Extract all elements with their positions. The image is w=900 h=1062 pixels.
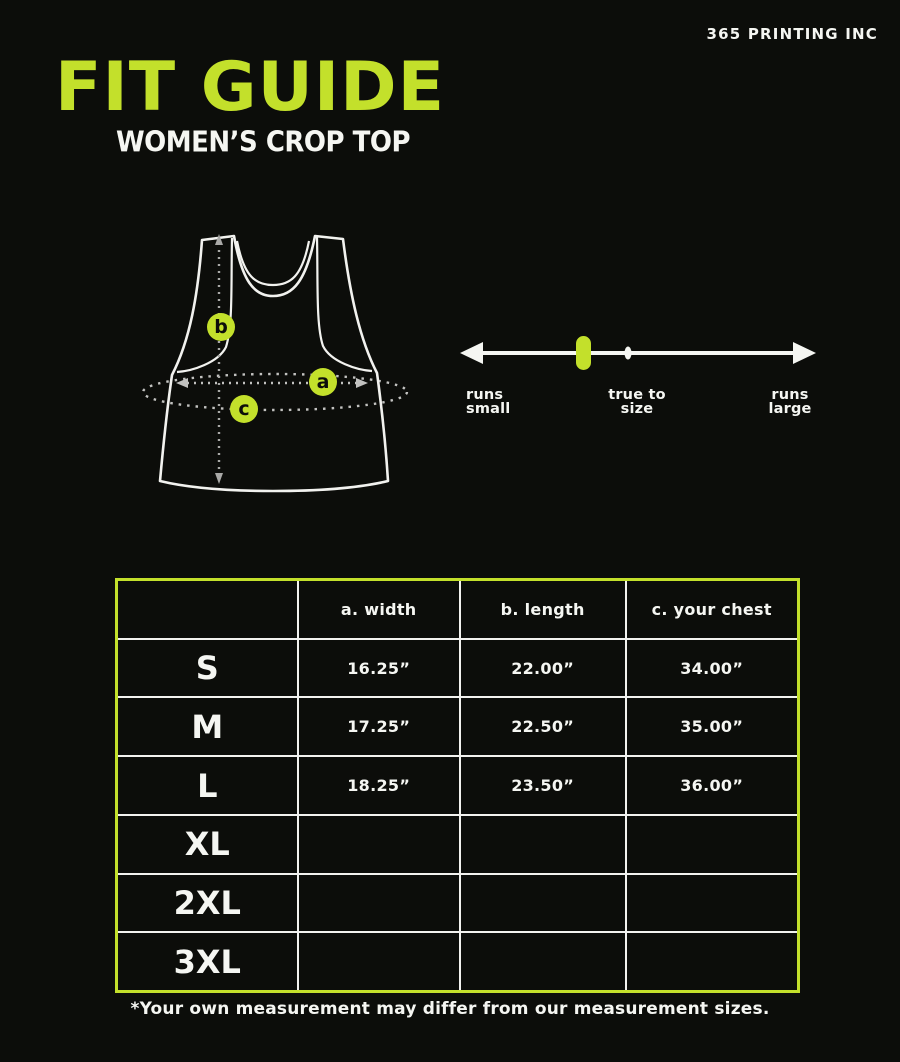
- chest-value: 36.00”: [624, 757, 797, 814]
- table-row-2xl: 2XL: [118, 872, 797, 932]
- chest-value: 35.00”: [624, 698, 797, 756]
- width-value: [296, 815, 459, 873]
- measure-marker-a: a: [309, 368, 337, 396]
- column-header-chest: c. your chest: [624, 581, 797, 638]
- scale-arrow-right: [793, 342, 816, 364]
- collar-inner-line: [235, 240, 311, 287]
- column-header-length: b. length: [458, 581, 625, 638]
- width-value: 17.25”: [296, 698, 459, 756]
- chest-value: [624, 874, 797, 932]
- width-value: 18.25”: [296, 757, 459, 814]
- column-header-blank: [118, 581, 297, 638]
- garment-outline: [158, 234, 390, 493]
- size-table-header-row: a. width b. length c. your chest: [118, 581, 797, 638]
- true-to-size-tick: [624, 346, 632, 360]
- chest-value: [624, 815, 797, 873]
- left-armhole-seam: [176, 237, 234, 374]
- fit-scale-label-true-to-size: true to size: [608, 387, 666, 417]
- table-row-3xl: 3XL: [118, 931, 797, 991]
- size-label: XL: [184, 825, 230, 864]
- length-value: 22.00”: [458, 639, 625, 697]
- fit-scale-label-runs-small: runs small: [466, 387, 511, 417]
- table-row-m: M 17.25” 22.50” 35.00”: [118, 696, 797, 756]
- chest-ellipse-dotted-line: [141, 372, 409, 412]
- length-arrow-top: [215, 234, 223, 245]
- length-arrow-bottom: [215, 473, 223, 484]
- length-value: 22.50”: [458, 698, 625, 756]
- size-label: 2XL: [173, 883, 241, 922]
- table-row-xl: XL: [118, 813, 797, 873]
- fit-scale-label-runs-large: runs large: [768, 387, 812, 417]
- length-value: [458, 815, 625, 873]
- length-value: [458, 874, 625, 932]
- width-value: [296, 933, 459, 991]
- chest-value: 34.00”: [624, 639, 797, 697]
- length-value: [458, 933, 625, 991]
- measure-marker-c: c: [230, 395, 258, 423]
- fit-indicator-marker: [576, 336, 591, 370]
- fit-scale-arrow: [460, 336, 816, 370]
- table-row-l: L 18.25” 23.50” 36.00”: [118, 755, 797, 814]
- page-subtitle: WOMEN’S CROP TOP: [116, 126, 411, 159]
- table-row-s: S 16.25” 22.00” 34.00”: [118, 637, 797, 697]
- size-label: 3XL: [173, 942, 241, 981]
- crop-top-outline-illustration: [141, 234, 409, 493]
- measure-marker-b: b: [207, 313, 235, 341]
- page-title: FIT GUIDE: [55, 48, 446, 127]
- column-header-width: a. width: [296, 581, 459, 638]
- size-label: S: [195, 649, 219, 688]
- scale-arrow-left: [460, 342, 483, 364]
- chest-value: [624, 933, 797, 991]
- measurement-disclaimer: *Your own measurement may differ from ou…: [130, 999, 770, 1019]
- length-value: 23.50”: [458, 757, 625, 814]
- width-value: 16.25”: [296, 639, 459, 697]
- width-arrow-right: [356, 378, 368, 388]
- size-table: a. width b. length c. your chest S 16.25…: [115, 578, 800, 993]
- size-label: M: [191, 707, 224, 746]
- size-label: L: [197, 766, 218, 805]
- brand-name: 365 PRINTING INC: [706, 25, 878, 43]
- width-arrow-left: [176, 378, 188, 388]
- right-armhole-seam: [315, 236, 373, 373]
- width-value: [296, 874, 459, 932]
